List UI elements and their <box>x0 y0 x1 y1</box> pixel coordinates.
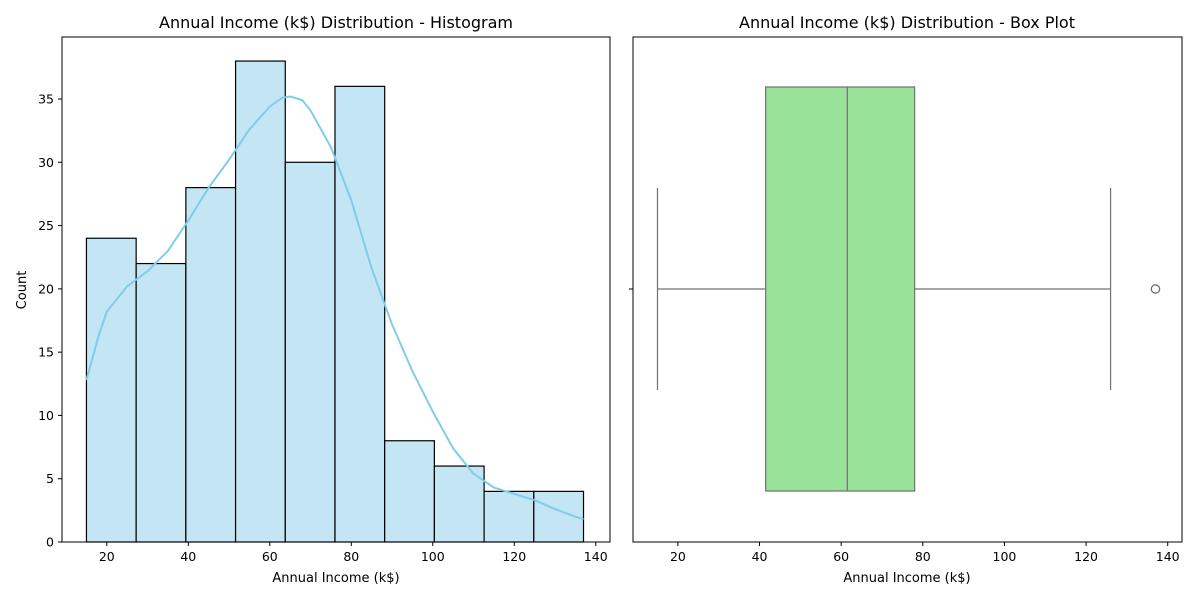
y-tick-label: 5 <box>46 471 54 486</box>
x-tick-label: 120 <box>1074 549 1098 564</box>
y-tick-label: 10 <box>38 408 54 423</box>
histogram-bar <box>334 85 386 543</box>
y-tick-label: 15 <box>38 345 54 360</box>
outlier-point <box>1150 284 1161 294</box>
boxplot-x-ticks: 20 40 60 80 100 120 140 <box>670 542 1180 564</box>
histogram-bar <box>185 187 237 543</box>
x-tick-label: 60 <box>833 549 849 564</box>
histogram-panel: Annual Income (k$) Distribution - Histog… <box>15 13 611 586</box>
x-tick-label: 20 <box>670 549 686 564</box>
x-tick-label: 140 <box>1156 549 1180 564</box>
y-tick-label: 35 <box>38 92 54 107</box>
y-tick-label: 30 <box>38 155 54 170</box>
y-tick-label: 20 <box>38 281 54 296</box>
x-tick-label: 100 <box>993 549 1017 564</box>
y-tick-label: 25 <box>38 218 54 233</box>
histogram-bar <box>85 237 137 543</box>
boxplot-x-axis-label: Annual Income (k$) <box>843 571 970 586</box>
histogram-x-ticks: 20 40 60 80 100 120 140 <box>99 542 608 564</box>
kde-curve <box>85 95 584 521</box>
histogram-bar <box>483 490 535 543</box>
histogram-bars <box>85 60 585 543</box>
x-tick-label: 20 <box>99 549 115 564</box>
x-tick-label: 60 <box>262 549 278 564</box>
iqr-box <box>765 86 916 492</box>
histogram-bar <box>384 440 435 543</box>
x-tick-label: 120 <box>502 549 526 564</box>
x-tick-label: 100 <box>421 549 445 564</box>
x-tick-label: 40 <box>180 549 196 564</box>
histogram-x-axis-label: Annual Income (k$) <box>272 571 399 586</box>
x-tick-label: 140 <box>584 549 608 564</box>
histogram-bar <box>284 161 336 543</box>
y-tick-label: 0 <box>46 535 54 550</box>
x-tick-label: 40 <box>752 549 768 564</box>
boxplot-plot-area <box>632 36 1183 543</box>
x-tick-label: 80 <box>915 549 931 564</box>
histogram-bar <box>433 465 485 543</box>
histogram-bar <box>234 60 286 543</box>
histogram-plot-area <box>61 36 611 543</box>
x-tick-label: 80 <box>343 549 359 564</box>
boxplot-title: Annual Income (k$) Distribution - Box Pl… <box>739 13 1075 32</box>
histogram-bar <box>135 262 187 543</box>
boxplot-marks <box>656 86 1161 492</box>
histogram-title: Annual Income (k$) Distribution - Histog… <box>159 13 513 32</box>
boxplot-panel: Annual Income (k$) Distribution - Box Pl… <box>629 13 1183 586</box>
histogram-y-axis-label: Count <box>15 271 30 310</box>
histogram-y-ticks: 0 5 10 15 20 25 30 35 <box>38 92 62 550</box>
